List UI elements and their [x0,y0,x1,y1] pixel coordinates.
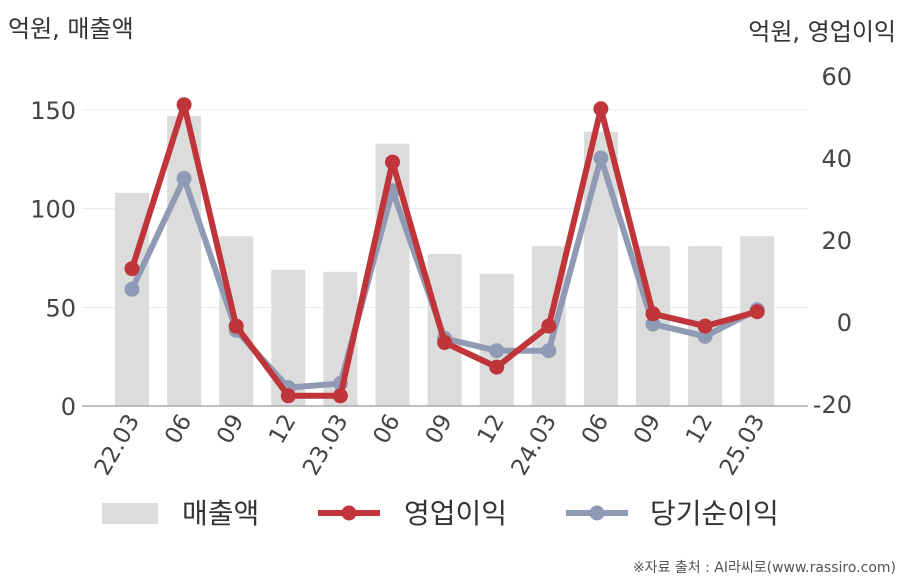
operating-profit-point [645,306,661,322]
right-tick-label: -20 [813,391,852,419]
operating-profit-point [437,335,453,350]
revenue-bar [740,236,775,406]
operating-profit-point [228,318,244,334]
x-tick-label: 22.03 [90,410,145,480]
left-axis-label: 억원, 매출액 [8,15,134,43]
x-tick-label: 09 [212,410,249,448]
x-tick-label: 06 [160,410,197,448]
net-income-point [593,150,609,166]
net-income-point [176,171,192,186]
operating-profit-point [749,304,765,320]
net-income-point [124,281,140,297]
left-axis-ticks: 0 50 100 150 [30,97,76,421]
legend-net-income-marker [589,505,605,521]
left-tick-label: 100 [30,196,76,224]
legend: 매출액 영업이익 당기순이익 [102,497,779,530]
left-tick-label: 150 [30,97,76,125]
operating-profit-point [489,359,505,375]
left-tick-label: 50 [45,294,76,322]
x-tick-label: 12 [264,410,301,448]
profit-lines [124,97,765,404]
operating-profit-point [176,97,192,113]
x-tick-label: 12 [681,410,718,448]
x-tick-label: 09 [421,410,458,448]
x-tick-label: 06 [577,410,614,448]
x-tick-label: 12 [473,410,510,448]
revenue-bar [479,273,514,406]
right-tick-label: 40 [821,145,852,173]
net-income-point [489,343,505,359]
x-tick-label: 09 [629,410,666,448]
x-tick-label: 24.03 [507,410,562,480]
operating-profit-point [124,261,140,277]
x-tick-label: 06 [369,410,406,448]
legend-net-income-label: 당기순이익 [650,497,779,530]
revenue-bar [375,143,410,406]
net-income-point [541,343,557,359]
operating-profit-point [593,101,609,117]
operating-profit-point [697,318,713,334]
right-axis-label: 억원, 영업이익 [748,18,896,46]
source-note: ※자료 출처 : AI라씨로(www.rassiro.com) [633,560,896,576]
right-tick-label: 60 [821,63,852,91]
operating-profit-point [280,388,296,404]
net-income-point [645,316,661,332]
left-tick-label: 0 [61,393,76,421]
right-tick-label: 20 [821,227,852,255]
right-tick-label: 0 [837,309,852,337]
revenue-bar [583,131,618,406]
operating-profit-point [541,318,557,334]
operating-profit-point [385,154,400,170]
right-axis-ticks: -20 0 20 40 60 [813,63,852,419]
x-tick-label: 25.03 [715,410,770,480]
legend-revenue-swatch [102,503,158,524]
legend-operating-profit-label: 영업이익 [404,497,507,530]
net-income-point [697,328,713,344]
legend-operating-profit-marker [341,505,357,521]
operating-profit-point [332,388,348,404]
legend-revenue-label: 매출액 [182,497,259,530]
x-tick-label: 23.03 [298,410,353,480]
